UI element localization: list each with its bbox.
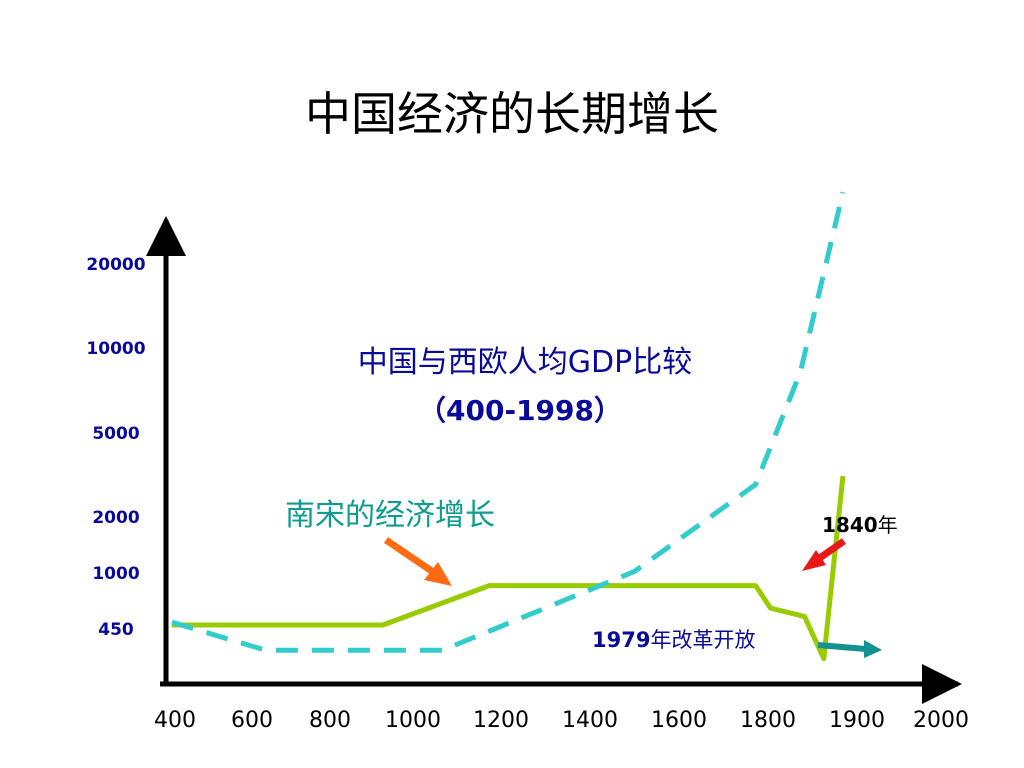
series-line-dashed [171, 191, 846, 653]
x-tick-label: 800 [309, 708, 351, 733]
chart-title: 中国与西欧人均GDP比较 [358, 345, 692, 380]
y-tick-label: 1000 [92, 564, 139, 584]
x-tick-label: 1000 [385, 708, 441, 733]
page-title: 中国经济的长期增长 [305, 87, 719, 141]
annotation-1840-year: 1840 [822, 513, 878, 537]
y-tick-labels: 450 1000 2000 5000 10000 20000 [86, 255, 145, 640]
annotation-1979-suffix: 年改革开放 [650, 628, 755, 652]
orange-arrow-icon [384, 537, 452, 586]
x-tick-label: 1600 [651, 708, 707, 733]
y-tick-label: 20000 [86, 255, 145, 275]
x-tick-label: 2000 [913, 708, 969, 733]
teal-arrow-icon [817, 640, 882, 658]
x-tick-label: 1900 [829, 708, 885, 733]
y-tick-label: 10000 [86, 339, 145, 359]
y-tick-label: 5000 [92, 424, 139, 444]
y-tick-label: 2000 [92, 508, 139, 528]
x-tick-label: 1400 [562, 708, 618, 733]
annotation-song-growth: 南宋的经济增长 [285, 498, 495, 533]
x-tick-label: 1200 [473, 708, 529, 733]
annotation-1979: 1979年改革开放 [592, 628, 755, 652]
series-line-solid [172, 475, 846, 662]
x-tick-labels: 400 600 800 1000 1200 1400 1600 1800 1900 2000 [154, 708, 969, 733]
annotation-1840-suffix: 年 [878, 513, 898, 537]
x-tick-label: 600 [231, 708, 273, 733]
series-layer [171, 191, 846, 662]
y-tick-label: 450 [98, 620, 134, 640]
annotation-1840: 1840年 [822, 513, 898, 537]
x-tick-label: 400 [154, 708, 196, 733]
x-tick-label: 1800 [740, 708, 796, 733]
chart-subtitle: （400-1998） [418, 394, 622, 427]
annotation-1979-year: 1979 [592, 628, 650, 652]
red-arrow-icon [802, 538, 847, 571]
